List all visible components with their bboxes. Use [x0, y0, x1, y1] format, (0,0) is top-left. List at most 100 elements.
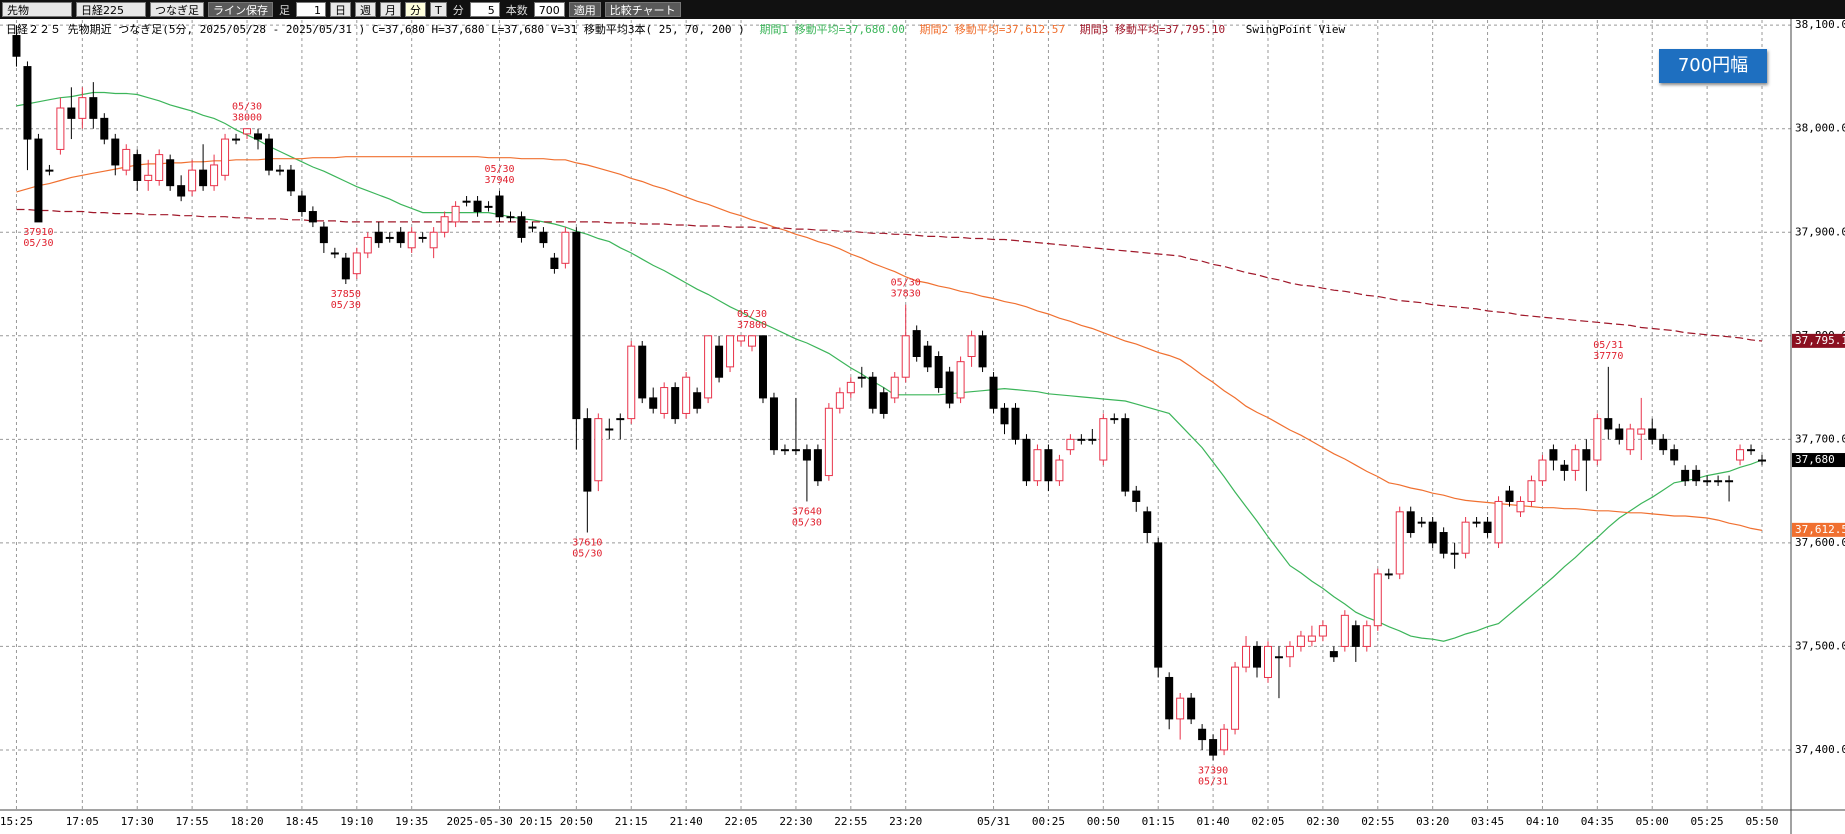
- period-button[interactable]: 日: [330, 2, 351, 17]
- candle-body: [56, 107, 65, 150]
- candle-body: [934, 356, 943, 389]
- range-button[interactable]: 700円幅: [1659, 49, 1767, 83]
- candle-body: [385, 236, 394, 239]
- candle-body: [1538, 459, 1547, 482]
- candle-body: [912, 330, 921, 358]
- candle-body: [791, 449, 800, 452]
- ashi-input[interactable]: 1: [296, 2, 326, 17]
- y-tick-label: 37,600.0: [1795, 536, 1845, 549]
- candle-body: [1615, 428, 1624, 440]
- candle-body: [297, 195, 306, 213]
- candle-body: [78, 97, 87, 119]
- candle-body: [1549, 449, 1558, 461]
- candle-body: [824, 407, 833, 477]
- candle-body: [1670, 449, 1679, 461]
- swing-label: 05/31: [1593, 340, 1623, 351]
- x-tick-label: 17:55: [176, 815, 209, 828]
- candle-body: [890, 376, 899, 399]
- moving-average-line: [16, 156, 1763, 531]
- price-marker-label: 37,680: [1795, 453, 1835, 466]
- x-tick-label: 05/31: [977, 815, 1010, 828]
- swing-label: 37390: [1198, 765, 1228, 776]
- candle-body: [188, 169, 197, 192]
- x-tick-label: 22:55: [834, 815, 867, 828]
- y-tick-label: 37,400.0: [1795, 743, 1845, 756]
- candle-body: [462, 200, 471, 203]
- candle-body: [1758, 459, 1767, 462]
- x-tick-label: 19:35: [395, 815, 428, 828]
- symbol-select[interactable]: 日経225: [76, 2, 146, 17]
- compare-button[interactable]: 比較チャート: [604, 2, 681, 17]
- toolbar: 先物 日経225 つなぎ足 ライン保存 足 1 日 週 月 分 T 分 5 本数…: [0, 0, 1845, 19]
- period-button[interactable]: T: [430, 2, 447, 17]
- candle-body: [1483, 521, 1492, 534]
- y-tick-label: 38,000.0: [1795, 122, 1845, 135]
- candle-body: [868, 376, 877, 409]
- save-button[interactable]: ライン保存: [208, 2, 273, 17]
- candle-body: [1296, 635, 1305, 647]
- apply-button[interactable]: 適用: [568, 2, 601, 17]
- swing-label: 37640: [792, 506, 822, 517]
- candle-body: [232, 138, 241, 141]
- candle-body: [1351, 625, 1360, 647]
- candle-body: [1406, 511, 1415, 534]
- candle-body: [1220, 728, 1229, 751]
- count-input[interactable]: 700: [533, 2, 565, 17]
- candle-body: [857, 376, 866, 379]
- candle-body: [363, 236, 372, 254]
- candle-body: [989, 376, 998, 409]
- price-marker: [1792, 522, 1845, 537]
- candle-body: [572, 231, 581, 420]
- x-tick-label: 18:20: [230, 815, 263, 828]
- swing-label: 37800: [737, 320, 767, 331]
- price-marker: [1792, 453, 1845, 468]
- candle-body: [715, 345, 724, 378]
- x-tick-label: 01:40: [1197, 815, 1230, 828]
- period-button[interactable]: 週: [355, 2, 376, 17]
- moving-average-line: [16, 208, 1763, 342]
- price-marker-label: 37,612.57: [1795, 523, 1845, 536]
- x-tick-label: 20:50: [560, 815, 593, 828]
- candle-body: [374, 231, 383, 244]
- period-button[interactable]: 分: [405, 2, 426, 17]
- candle-body: [352, 252, 361, 275]
- x-tick-label: 02:05: [1251, 815, 1284, 828]
- chart-title: 日経２２５ 先物期近 つなぎ足(5分, 2025/05/28 - 2025/05…: [6, 22, 745, 36]
- candle-body: [177, 185, 186, 197]
- x-tick-label: 17:05: [66, 815, 99, 828]
- candle-body: [1494, 500, 1503, 544]
- candle-body: [144, 174, 153, 181]
- candle-body: [1110, 418, 1119, 421]
- x-tick-label: 17:30: [121, 815, 154, 828]
- candle-body: [45, 169, 54, 172]
- candle-body: [1121, 418, 1130, 492]
- candle-body: [451, 205, 460, 223]
- candle-body: [221, 138, 230, 176]
- swing-label: 37910: [23, 227, 53, 238]
- count-label: 本数: [505, 3, 528, 17]
- candle-body: [1231, 666, 1240, 730]
- candle-body: [583, 418, 592, 492]
- period-button[interactable]: 月: [380, 2, 401, 17]
- bar-type-select[interactable]: つなぎ足: [150, 2, 204, 17]
- candle-body: [550, 257, 559, 269]
- candle-body: [1747, 449, 1756, 452]
- candle-body: [1637, 428, 1646, 435]
- candle-body: [286, 169, 295, 192]
- unit-label: 分: [452, 3, 464, 17]
- candle-body: [682, 376, 691, 414]
- market-select[interactable]: 先物: [2, 2, 72, 17]
- candle-body: [528, 226, 537, 229]
- candle-body: [748, 335, 757, 347]
- candle-body: [1681, 469, 1690, 482]
- candle-body: [506, 216, 515, 219]
- candle-body: [1143, 511, 1152, 534]
- candle-body: [12, 35, 21, 57]
- candle-body: [802, 449, 811, 461]
- candle-body: [627, 345, 636, 420]
- candle-body: [166, 159, 175, 187]
- interval-input[interactable]: 5: [469, 2, 500, 17]
- x-tick-label: 00:50: [1087, 815, 1120, 828]
